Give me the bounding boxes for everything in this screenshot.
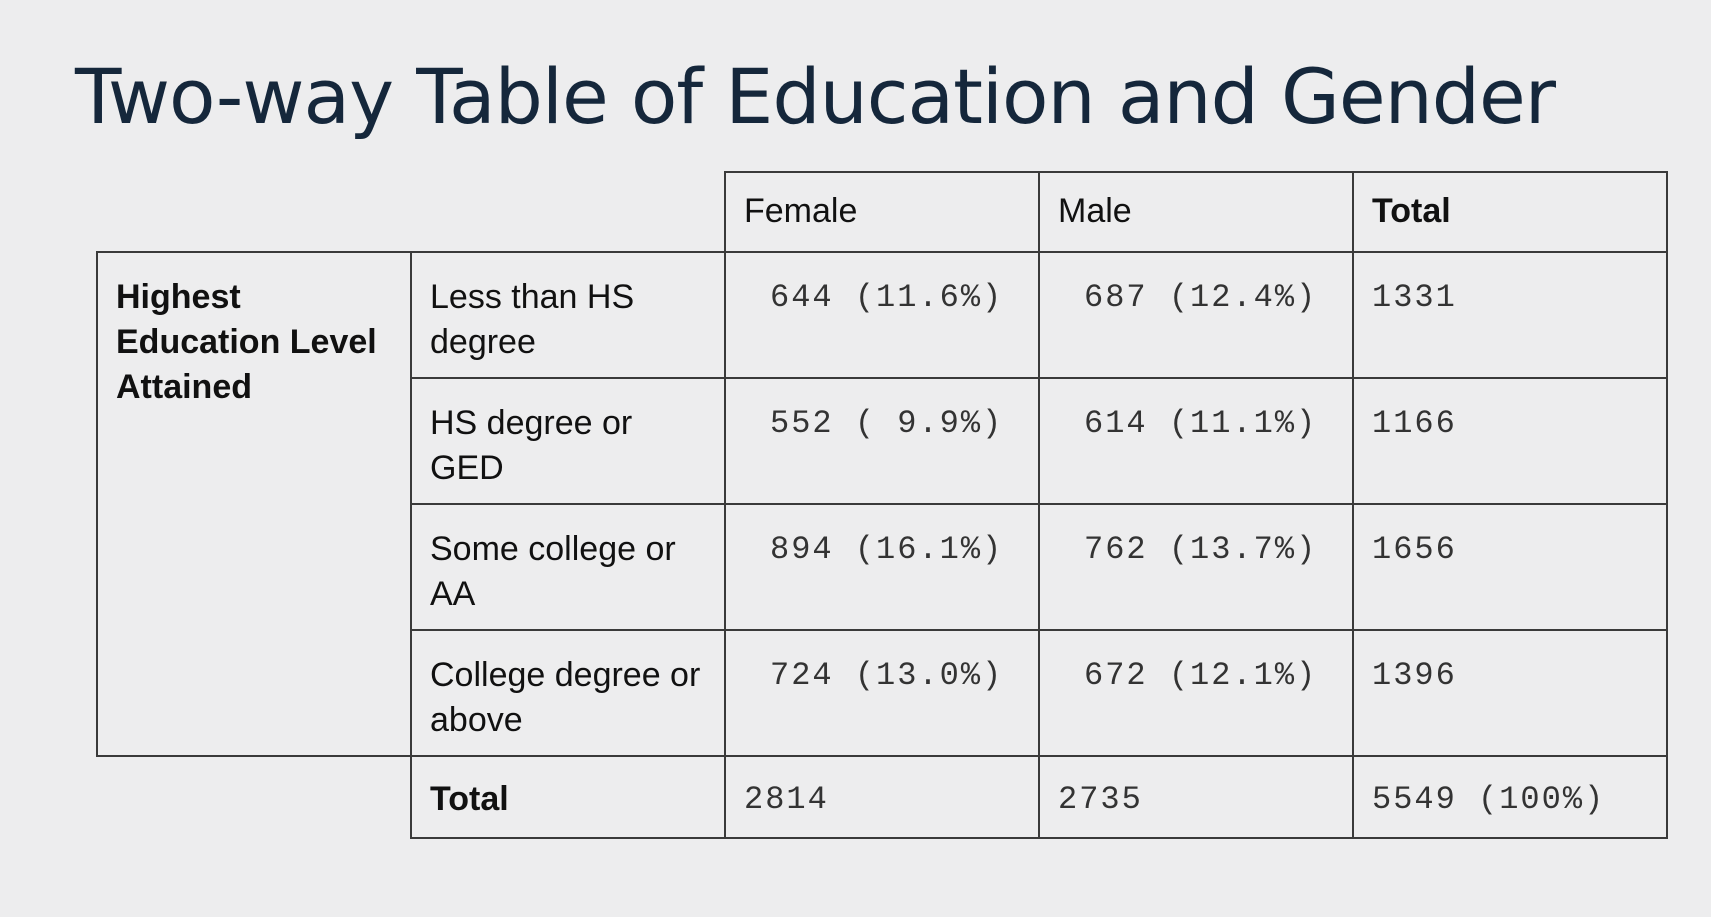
cell-male: 614 (11.1%): [1038, 377, 1354, 505]
table-row: Some college or AA 894 (16.1%) 762 (13.7…: [97, 503, 1668, 631]
column-header-male: Male: [1038, 171, 1354, 253]
cell-female: 724 (13.0%): [724, 629, 1040, 757]
cell-female: 894 (16.1%): [724, 503, 1040, 631]
two-way-table: Female Male Total Highest Education Leve…: [96, 171, 1668, 839]
cell-total: 1166: [1352, 377, 1668, 505]
row-label: Some college or AA: [410, 503, 726, 631]
row-group-label: Highest Education Level Attained: [96, 251, 412, 757]
cell-male: 687 (12.4%): [1038, 251, 1354, 379]
blank-cell: [97, 756, 411, 838]
column-header-total: Total: [1352, 171, 1668, 253]
table-row: HS degree or GED 552 ( 9.9%) 614 (11.1%)…: [97, 377, 1668, 505]
grand-total: 5549 (100%): [1352, 755, 1668, 839]
cell-total: 1331: [1352, 251, 1668, 379]
blank-cell: [411, 172, 725, 252]
row-label: College degree or above: [410, 629, 726, 757]
row-label: Less than HS degree: [410, 251, 726, 379]
slide-title: Two-way Table of Education and Gender: [75, 52, 1556, 141]
blank-cell: [97, 172, 411, 252]
cell-total: 1656: [1352, 503, 1668, 631]
table-header-row: Female Male Total: [97, 171, 1668, 253]
row-label: HS degree or GED: [410, 377, 726, 505]
cell-female: 552 ( 9.9%): [724, 377, 1040, 505]
cell-female: 644 (11.6%): [724, 251, 1040, 379]
table-total-row: Total 2814 2735 5549 (100%): [97, 755, 1668, 839]
table-row: Highest Education Level Attained Less th…: [96, 251, 1668, 757]
cell-male: 762 (13.7%): [1038, 503, 1354, 631]
cell-total: 1396: [1352, 629, 1668, 757]
cell-male: 672 (12.1%): [1038, 629, 1354, 757]
total-female: 2814: [724, 755, 1040, 839]
table-row: College degree or above 724 (13.0%) 672 …: [97, 629, 1668, 757]
total-male: 2735: [1038, 755, 1354, 839]
column-header-female: Female: [724, 171, 1040, 253]
total-row-label: Total: [410, 755, 726, 839]
